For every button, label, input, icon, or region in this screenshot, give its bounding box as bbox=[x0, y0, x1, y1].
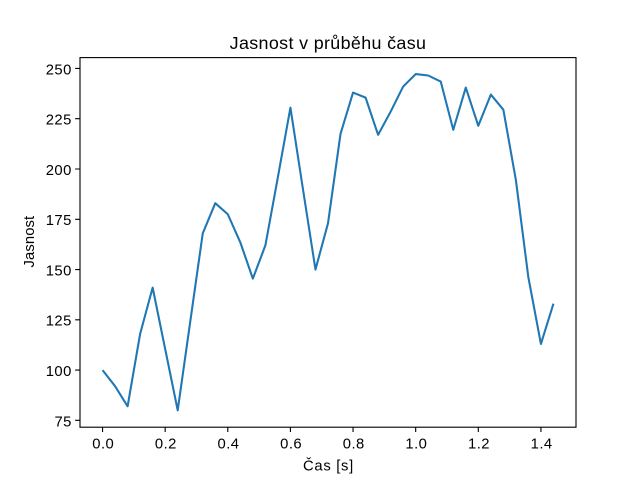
svg-text:Jasnost: Jasnost bbox=[22, 216, 38, 268]
svg-text:1.4: 1.4 bbox=[531, 437, 553, 453]
svg-text:250: 250 bbox=[46, 62, 72, 78]
svg-text:200: 200 bbox=[46, 163, 72, 179]
svg-text:1.2: 1.2 bbox=[468, 437, 490, 453]
svg-text:0.8: 0.8 bbox=[343, 437, 365, 453]
svg-text:150: 150 bbox=[46, 263, 72, 279]
svg-text:0.4: 0.4 bbox=[218, 437, 240, 453]
svg-text:Jasnost v průběhu času: Jasnost v průběhu času bbox=[230, 33, 427, 53]
svg-text:125: 125 bbox=[46, 314, 72, 330]
svg-text:100: 100 bbox=[46, 364, 72, 380]
svg-text:175: 175 bbox=[46, 213, 72, 229]
svg-text:75: 75 bbox=[54, 414, 71, 430]
svg-text:0.6: 0.6 bbox=[280, 437, 302, 453]
svg-text:0.2: 0.2 bbox=[155, 437, 177, 453]
svg-text:1.0: 1.0 bbox=[405, 437, 427, 453]
svg-text:225: 225 bbox=[46, 113, 72, 129]
svg-text:Čas [s]: Čas [s] bbox=[303, 457, 354, 474]
svg-text:0.0: 0.0 bbox=[92, 437, 114, 453]
